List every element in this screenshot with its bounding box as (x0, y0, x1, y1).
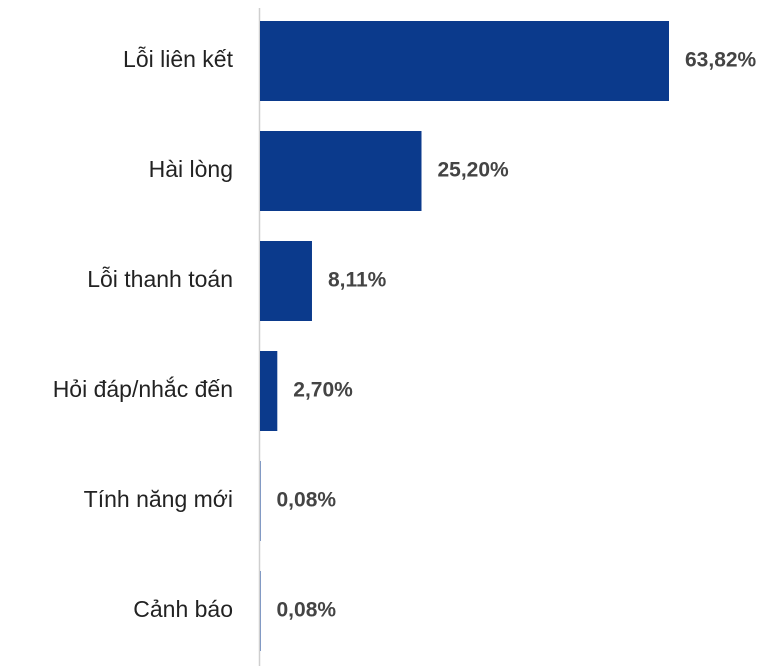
value-label: 8,11% (328, 269, 387, 292)
category-label: Hỏi đáp/nhắc đến (53, 376, 233, 402)
bar (260, 241, 312, 321)
bar (260, 351, 278, 431)
value-label: 63,82% (685, 49, 757, 72)
bar (260, 21, 669, 101)
category-label: Tính năng mới (84, 486, 233, 512)
value-label: 0,08% (277, 489, 337, 512)
bar (260, 571, 261, 651)
bar (260, 461, 261, 541)
bar (260, 131, 422, 211)
category-label: Cảnh báo (133, 596, 233, 622)
value-label: 25,20% (437, 159, 509, 182)
category-label: Hài lòng (149, 156, 233, 182)
value-label: 0,08% (277, 599, 337, 622)
category-label: Lỗi thanh toán (87, 266, 233, 292)
category-label: Lỗi liên kết (123, 46, 234, 72)
value-label: 2,70% (293, 379, 353, 402)
